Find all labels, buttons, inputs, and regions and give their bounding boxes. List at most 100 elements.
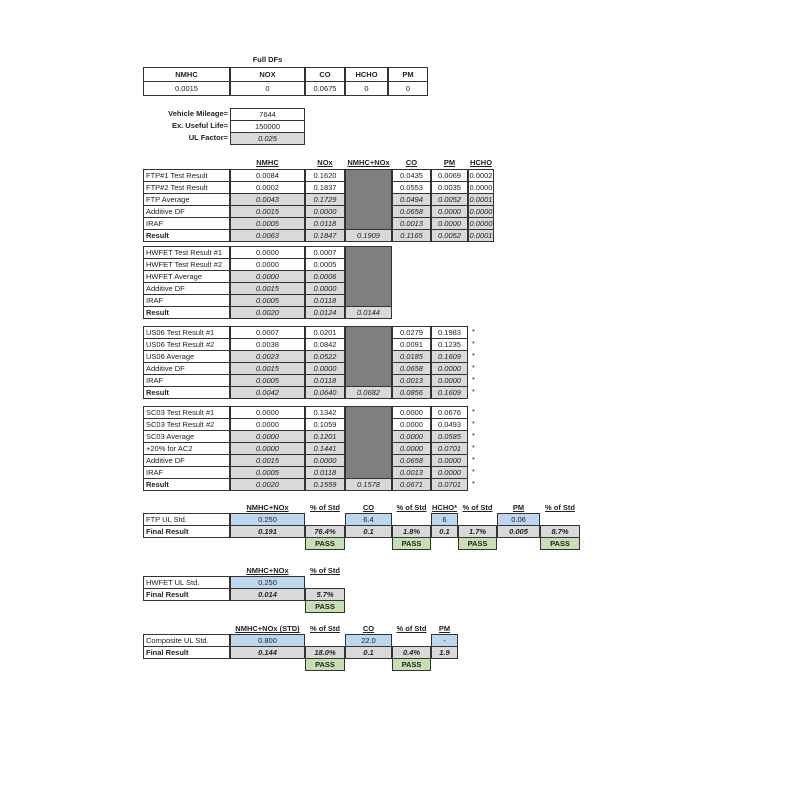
mileage-value: 0.025 (230, 132, 305, 145)
pass-badge: PASS (540, 537, 580, 550)
final-label: Final Result (143, 646, 230, 659)
value-cell: 0.0005 (230, 217, 305, 230)
summary-header: NMHC+NOx (246, 503, 289, 513)
value-cell: 0.1609 (431, 386, 468, 399)
value-cell: 0.0063 (230, 229, 305, 242)
summary-header: NMHC+NOx (STD) (235, 624, 300, 634)
full-dfs-value: 0.0675 (305, 81, 345, 96)
value-cell: 0.0124 (305, 306, 345, 319)
value-cell: 0.0000 (392, 406, 431, 419)
value-cell: 0.0658 (392, 454, 431, 467)
footnote-star: * (472, 479, 475, 489)
value-cell: 0.1165 (392, 229, 431, 242)
value-cell: 0.0640 (305, 386, 345, 399)
pass-badge: PASS (305, 537, 345, 550)
full-dfs-header: HCHO (345, 67, 388, 82)
final-value: 0.191 (230, 525, 305, 538)
summary-header: HCHO* (431, 503, 457, 513)
footnote-star: * (472, 455, 475, 465)
blank-merged-cell (345, 246, 392, 307)
blank-merged-cell (345, 406, 392, 479)
summary-header: CO (362, 624, 375, 634)
nmhc-nox-value: 0.0144 (345, 306, 392, 319)
value-cell: 0.0856 (392, 386, 431, 399)
value-cell: 0.0001 (468, 193, 494, 206)
value-cell: 0.0042 (230, 386, 305, 399)
summary-header: NMHC+NOx (246, 566, 289, 576)
final-value: 0.005 (497, 525, 540, 538)
final-value: 0.144 (230, 646, 305, 659)
summary-header: % of Std (462, 503, 493, 513)
nmhc-nox-value: 0.1909 (345, 229, 392, 242)
summary-header: % of Std (310, 624, 340, 634)
column-header: CO (405, 157, 418, 167)
column-header: NOx (317, 157, 333, 167)
pass-badge: PASS (305, 658, 345, 671)
full-dfs-header: PM (388, 67, 428, 82)
final-value: 1.9 (431, 646, 458, 659)
pass-badge: PASS (305, 600, 345, 613)
footnote-star: * (472, 363, 475, 373)
value-cell: 0.0701 (431, 442, 468, 455)
mileage-label: Vehicle Mileage= (168, 109, 228, 119)
pass-badge: PASS (458, 537, 497, 550)
full-dfs-title: Full DFs (252, 55, 283, 65)
row-label: Result (143, 229, 230, 242)
full-dfs-value: 0 (388, 81, 428, 96)
footnote-star: * (472, 407, 475, 417)
final-label: Final Result (143, 588, 230, 601)
summary-header: % of Std (396, 624, 427, 634)
full-dfs-value: 0 (230, 81, 305, 96)
full-dfs-header: CO (305, 67, 345, 82)
footnote-star: * (472, 443, 475, 453)
column-header: NMHC+NOx (347, 157, 390, 167)
value-cell: 0.0671 (392, 478, 431, 491)
final-value: 0.1 (431, 525, 458, 538)
value-cell: 0.0000 (431, 466, 468, 479)
summary-header: % of Std (545, 503, 575, 513)
mileage-label: UL Factor= (188, 133, 228, 143)
value-cell: 0.1847 (305, 229, 345, 242)
footnote-star: * (472, 327, 475, 337)
value-cell: 0.0035 (431, 181, 468, 194)
final-label: Final Result (143, 525, 230, 538)
pass-badge: PASS (392, 537, 431, 550)
footnote-star: * (472, 467, 475, 477)
blank-merged-cell (345, 169, 392, 230)
value-cell: 0.1559 (305, 478, 345, 491)
summary-header: CO (362, 503, 375, 513)
value-cell: 0.0001 (468, 229, 494, 242)
column-header: NMHC (256, 157, 279, 167)
full-dfs-value: 0 (345, 81, 388, 96)
blank-merged-cell (345, 326, 392, 387)
row-label: Result (143, 306, 230, 319)
row-label: Result (143, 386, 230, 399)
column-header: PM (443, 157, 456, 167)
value-cell: 0.0020 (230, 478, 305, 491)
nmhc-nox-value: 0.0682 (345, 386, 392, 399)
footnote-star: * (472, 419, 475, 429)
summary-header: % of Std (310, 503, 340, 513)
value-cell: 0.0052 (431, 229, 468, 242)
nmhc-nox-value: 0.1578 (345, 478, 392, 491)
value-cell: 0.0118 (305, 217, 345, 230)
final-value: 0.014 (230, 588, 305, 601)
summary-header: PM (512, 503, 525, 513)
full-dfs-header: NOX (230, 67, 305, 82)
summary-header: % of Std (310, 566, 340, 576)
footnote-star: * (472, 351, 475, 361)
column-header: HCHO (469, 157, 493, 167)
value-cell: 0.0002 (468, 169, 494, 182)
final-value: 0.1 (345, 525, 392, 538)
pass-badge: PASS (392, 658, 431, 671)
footnote-star: * (472, 431, 475, 441)
row-label: Result (143, 478, 230, 491)
summary-header: % of Std (396, 503, 427, 513)
value-cell: 0.0020 (230, 306, 305, 319)
footnote-star: * (472, 375, 475, 385)
full-dfs-header: NMHC (143, 67, 230, 82)
mileage-label: Ex. Useful Life= (171, 121, 228, 131)
footnote-star: * (472, 387, 475, 397)
value-cell: 0.0701 (431, 478, 468, 491)
